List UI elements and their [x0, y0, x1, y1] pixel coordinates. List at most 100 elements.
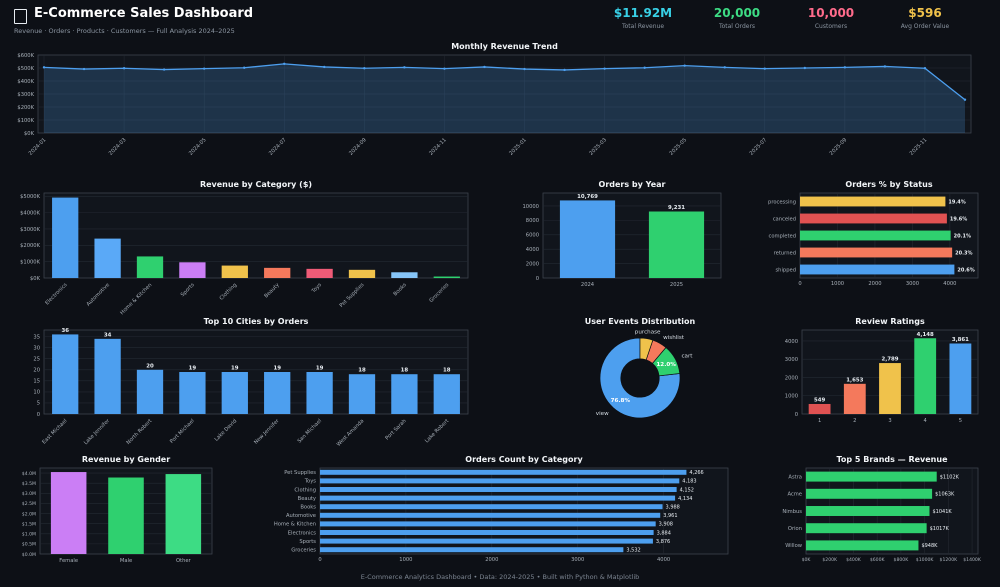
tick-label: Automotive: [86, 282, 111, 307]
data-point: [603, 67, 606, 70]
bar-returned: [800, 247, 953, 258]
data-point: [283, 62, 286, 66]
chart-title-orders-count-by-category: Orders Count by Category: [465, 455, 583, 464]
tick-label: 20.6%: [957, 267, 974, 273]
tick-label: 18: [358, 368, 366, 374]
tick-label: 3000: [785, 357, 798, 363]
tick-label: 2024-11: [428, 137, 448, 157]
tick-label: 19.4%: [948, 199, 965, 205]
tick-label: Orion: [788, 526, 802, 532]
tick-label: 4000: [785, 339, 798, 345]
bar-lake-robert: [433, 374, 460, 414]
tick-label: San Michael: [297, 418, 323, 444]
tick-label: Nimbus: [782, 509, 802, 515]
tick-label: processing: [768, 199, 796, 205]
bar-lake-david: [221, 372, 248, 414]
data-point: [122, 67, 126, 70]
kpi-avg-order-value: $596 Avg Order Value: [878, 6, 972, 30]
tick-label: 3,961: [663, 513, 677, 519]
tick-label: $3000K: [20, 227, 41, 233]
chart-canvas-top-10-cities-by-orders: 0 5 10 15 20 25 30 35 36 East Michael 34 Lake Jenni…: [33, 328, 469, 448]
data-point: [923, 67, 927, 70]
tick-label: $400K: [846, 557, 862, 563]
tick-label: $400K: [17, 79, 34, 85]
tick-label: canceled: [773, 216, 796, 222]
bar-other: [165, 474, 202, 554]
tick-label: Female: [59, 558, 78, 564]
data-point: [683, 64, 686, 67]
tick-label: 6000: [526, 233, 539, 239]
chart-revenue-by-gender: Revenue by Gender $0.0M $0.5M $1.0M $1.5M $2.…: [22, 455, 213, 564]
tick-label: $4000K: [20, 210, 41, 216]
bar-2: [843, 383, 866, 414]
tick-label: 0: [318, 557, 321, 563]
kpi-value: $11.92M: [613, 6, 673, 20]
tick-label: $2.0M: [22, 511, 36, 517]
bar-west-amanda: [348, 374, 376, 414]
tick-label: 19: [231, 366, 239, 372]
chart-title-revenue-by-category: Revenue by Category ($): [199, 180, 313, 189]
tick-label: Astra: [788, 474, 802, 480]
bar-new-jennifer: [264, 372, 291, 414]
bar-chart-icon: [14, 9, 27, 24]
tick-label: 2000: [485, 557, 498, 563]
bar-electronics: [320, 530, 654, 535]
kpi-label: Total Orders: [718, 23, 756, 30]
tick-label: 36: [61, 328, 69, 334]
data-point: [162, 68, 166, 71]
bar-home-kitchen: [320, 521, 656, 527]
bar-clothing: [320, 487, 677, 492]
page-title: E-Commerce Sales Dashboard: [34, 6, 254, 21]
tick-label: 2024-01: [28, 137, 48, 157]
tick-label: 76.8%: [611, 398, 631, 404]
chart-user-events-donut: User Events Distribution view 76.8% cart 12.…: [557, 317, 723, 426]
tick-label: $3.5M: [22, 481, 36, 487]
data-point: [563, 68, 566, 72]
tick-label: 20.3%: [955, 250, 972, 256]
tick-label: purchase: [635, 329, 661, 335]
kpi-total-revenue: $11.92M Total Revenue: [596, 6, 690, 30]
tick-label: 3,908: [659, 522, 673, 528]
kpi-value: $596: [908, 6, 942, 20]
chart-orders-pct-by-status: Orders % by Status 0 1000 2000 3000 4000 proce…: [768, 180, 979, 287]
tick-label: 3000: [571, 557, 584, 563]
data-point: [803, 66, 807, 70]
tick-label: 4,148: [917, 332, 934, 338]
tick-label: 2024-05: [188, 137, 208, 157]
bar-clothing: [221, 265, 248, 278]
tick-label: 19.6%: [950, 216, 967, 222]
tick-label: Clothing: [294, 487, 316, 493]
bar-san-michael: [306, 372, 333, 414]
tick-label: Other: [176, 558, 192, 564]
tick-label: wishlist: [663, 335, 685, 341]
tick-label: 4000: [526, 247, 539, 253]
bar-east-michael: [52, 334, 79, 414]
chart-orders-by-year: Orders by Year 0 2000 4000 6000 8000 10000 10,7…: [522, 180, 722, 288]
data-point: [523, 67, 526, 71]
bar-port-sarah: [391, 374, 418, 414]
tick-label: 0: [795, 412, 798, 418]
bar-shipped: [800, 264, 955, 275]
tick-label: 20.1%: [954, 233, 971, 239]
bar-willow: [806, 540, 919, 551]
tick-label: $200K: [822, 557, 838, 563]
tick-label: shipped: [775, 267, 796, 273]
tick-label: 2024-03: [108, 137, 128, 157]
chart-canvas-orders-count-by-category: 0 1000 2000 3000 4000 Pet Supplies 4,266 Toys 4,…: [274, 467, 729, 563]
chart-title-top-5-brands-revenue: Top 5 Brands — Revenue: [836, 455, 948, 464]
bar-4: [914, 338, 937, 414]
tick-label: 18: [401, 368, 409, 374]
tick-label: Pet Supplies: [339, 282, 366, 309]
tick-label: Books: [300, 505, 316, 511]
tick-label: $0K: [802, 557, 812, 563]
data-point: [403, 66, 406, 69]
tick-label: Port Sarah: [384, 418, 407, 441]
tick-label: Electronics: [288, 530, 317, 536]
tick-label: 0: [37, 412, 40, 418]
tick-label: 2000: [526, 261, 539, 267]
tick-label: returned: [774, 250, 796, 256]
tick-label: Automotive: [286, 513, 316, 519]
tick-label: Groceries: [291, 548, 316, 554]
bar-electronics: [52, 197, 79, 278]
kpi-label: Total Revenue: [621, 23, 665, 30]
